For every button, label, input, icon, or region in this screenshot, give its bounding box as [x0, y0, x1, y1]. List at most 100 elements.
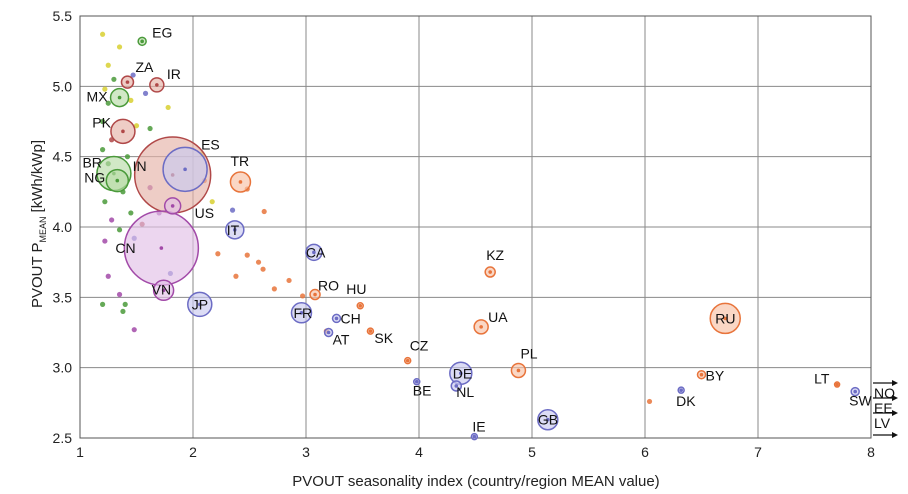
point-label-de: DE	[453, 365, 472, 381]
small-data-point	[271, 286, 277, 292]
point-label-sk: SK	[374, 330, 393, 346]
point-label-za: ZA	[135, 59, 154, 75]
point-label-lt: LT	[814, 371, 830, 387]
offscale-arrowhead-lv	[892, 410, 898, 416]
x-tick-label: 8	[867, 444, 875, 460]
point-label-tr: TR	[230, 153, 249, 169]
data-point-center-ie	[472, 434, 477, 439]
offscale-label-ee: EE	[874, 400, 893, 416]
data-point-center-ca	[312, 250, 316, 255]
small-data-points	[100, 31, 653, 405]
small-data-point	[233, 273, 239, 279]
small-data-point	[100, 147, 106, 153]
small-data-point	[300, 293, 306, 299]
offscale-label-no: NO	[874, 385, 895, 401]
x-tick-label: 7	[754, 444, 762, 460]
small-data-point	[102, 86, 108, 92]
point-label-dk: DK	[676, 393, 696, 409]
small-data-point	[229, 207, 236, 213]
small-data-point	[261, 208, 267, 215]
point-label-by: BY	[706, 368, 725, 384]
point-label-us: US	[195, 205, 214, 221]
point-label-gb: GB	[538, 412, 558, 428]
data-point-center-hu	[358, 303, 363, 308]
data-point-center-pk	[121, 129, 125, 134]
point-label-hu: HU	[346, 281, 366, 297]
small-data-point	[128, 97, 134, 103]
point-label-be: BE	[413, 383, 432, 399]
y-tick-label: 4.0	[53, 219, 73, 235]
x-tick-label: 3	[302, 444, 310, 460]
small-data-point	[105, 273, 111, 279]
point-label-cn: CN	[115, 240, 135, 256]
data-point-center-it	[233, 228, 237, 232]
y-axis-title: PVOUT PMEAN [kWh/kWp]	[29, 140, 48, 308]
data-point-center-ua	[479, 325, 483, 329]
small-data-point	[109, 217, 115, 223]
point-label-ro: RO	[318, 278, 339, 294]
small-data-point	[131, 327, 137, 333]
point-label-kz: KZ	[486, 247, 504, 263]
point-label-at: AT	[333, 332, 350, 348]
svg-text:PVOUT PMEAN[kWh/kWp]: PVOUT PMEAN [kWh/kWp]	[29, 140, 48, 308]
small-data-point	[100, 31, 106, 37]
point-label-vn: VN	[152, 281, 171, 297]
point-label-ua: UA	[488, 309, 508, 325]
point-label-sw: SW	[849, 393, 872, 409]
offscale-arrowhead-ee	[892, 395, 898, 401]
y-tick-label: 5.0	[53, 78, 73, 94]
data-point-center-at	[326, 330, 331, 335]
data-point-center-de	[459, 371, 463, 376]
data-point-center-cn	[159, 246, 164, 250]
data-point-center-by	[699, 372, 704, 377]
data-point-center-za	[125, 80, 130, 84]
data-point-center-ng	[115, 178, 120, 183]
data-point-center-lt	[835, 382, 839, 387]
small-data-point	[116, 291, 123, 298]
data-point-center-us	[170, 204, 175, 208]
y-tick-label: 4.5	[53, 149, 73, 165]
x-axis-title: PVOUT seasonality index (country/region …	[292, 473, 659, 490]
small-data-point	[130, 72, 136, 78]
data-points	[96, 36, 860, 441]
small-data-point	[102, 199, 108, 205]
x-tick-label: 5	[528, 444, 536, 460]
point-label-ie: IE	[472, 419, 485, 435]
data-point-center-vn	[161, 288, 166, 293]
small-data-point	[255, 259, 262, 265]
point-label-fr: FR	[293, 305, 312, 321]
data-point-center-cz	[405, 358, 410, 363]
small-data-point	[215, 251, 221, 257]
data-point-center-es	[183, 167, 187, 172]
data-point-center-sk	[368, 329, 373, 333]
data-point-center-ch	[334, 316, 339, 321]
point-label-in: IN	[133, 158, 147, 174]
point-label-pl: PL	[520, 345, 537, 361]
data-point-center-jp	[197, 302, 202, 307]
small-data-point	[260, 266, 266, 272]
small-data-point	[111, 76, 117, 82]
small-data-point	[100, 118, 106, 125]
y-axis-title-unit: [kWh/kWp]	[29, 140, 46, 213]
x-tick-label: 4	[415, 444, 423, 460]
data-point-center-mx	[117, 95, 122, 100]
small-data-point	[286, 277, 292, 284]
point-label-ch: CH	[341, 310, 361, 326]
data-point-center-tr	[238, 180, 243, 184]
data-point-center-gb	[546, 417, 550, 422]
small-data-point	[646, 398, 653, 405]
small-data-point	[105, 100, 111, 106]
x-tick-label: 1	[76, 444, 84, 460]
data-point-center-ro	[313, 292, 317, 297]
small-data-point	[165, 104, 171, 111]
small-data-point	[142, 90, 149, 96]
small-data-point	[100, 301, 106, 307]
small-data-point	[122, 301, 128, 307]
small-data-point	[244, 252, 250, 258]
offscale-arrowhead-extra	[892, 432, 898, 438]
point-label-es: ES	[201, 136, 220, 152]
point-label-ru: RU	[715, 310, 735, 326]
